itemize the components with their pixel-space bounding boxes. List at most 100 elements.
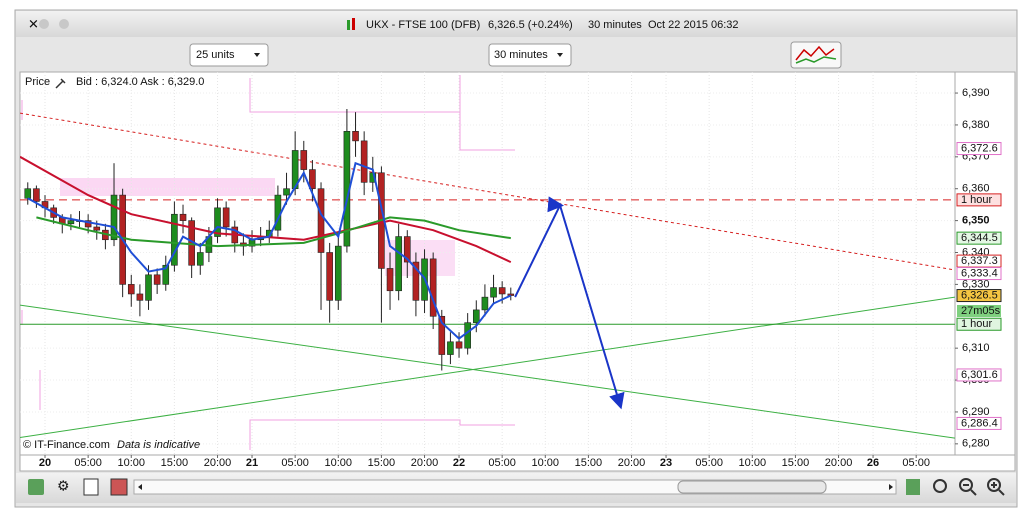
- candle-body: [24, 188, 32, 199]
- x-tick-label: 26: [867, 457, 879, 469]
- x-tick-label: 10:00: [739, 457, 767, 469]
- zoom-fit[interactable]: [933, 479, 947, 493]
- dropdown-text[interactable]: 25 units: [196, 49, 235, 61]
- x-tick-label: 15:00: [368, 457, 396, 469]
- x-tick-label: 15:00: [575, 457, 603, 469]
- minimize-button[interactable]: [39, 19, 49, 29]
- title-icon: [347, 18, 355, 30]
- x-tick-label: 23: [660, 457, 672, 469]
- price-label-box: [956, 267, 1002, 281]
- price-label: 6,372.6: [961, 142, 998, 154]
- x-tick-label: 05:00: [695, 457, 723, 469]
- trend-line: [20, 112, 955, 271]
- candle-body: [326, 252, 333, 301]
- tool-icon[interactable]: [83, 478, 99, 496]
- y-tick-label: 6,350: [962, 215, 990, 227]
- price-label-box: [956, 368, 1002, 382]
- candle-body: [84, 220, 92, 228]
- price-label: 6,337.3: [961, 255, 998, 267]
- price-label: 6,286.4: [961, 417, 998, 429]
- x-tick-label: 20:00: [618, 457, 646, 469]
- y-tick-label: 6,360: [962, 183, 990, 195]
- x-tick-label: 05:00: [74, 457, 102, 469]
- dropdown-box[interactable]: [488, 43, 572, 67]
- candle-body: [127, 284, 135, 295]
- moving-average: [36, 216, 511, 248]
- price-label-box: [956, 289, 1002, 303]
- candle-body: [136, 293, 144, 301]
- candle-body: [214, 207, 221, 237]
- tool-icon[interactable]: [28, 479, 44, 495]
- price-label: 6,344.5: [961, 232, 998, 244]
- candle-body: [162, 264, 170, 285]
- candle-body: [283, 188, 290, 196]
- level-label: 1 hour: [961, 194, 993, 206]
- price-label-box: [956, 142, 1002, 156]
- price-label: Price: [25, 76, 50, 88]
- x-tick-label: 10:00: [118, 457, 146, 469]
- trend-line: [20, 296, 955, 438]
- timeframe-dropdown[interactable]: 30 minutes: [488, 43, 572, 67]
- y-tick-label: 6,380: [962, 119, 990, 131]
- y-tick-label: 6,390: [962, 87, 990, 99]
- x-tick-label: 22: [453, 457, 465, 469]
- candle-body: [352, 131, 359, 142]
- level-label-box: [956, 193, 1002, 207]
- candle-body: [145, 274, 152, 301]
- candle-body: [386, 268, 394, 292]
- scroll-thumb[interactable]: [677, 480, 827, 494]
- disclaimer: Data is indicative: [117, 439, 200, 451]
- price-label: 6,326.5: [961, 289, 998, 301]
- y-tick-label: 6,280: [962, 438, 990, 450]
- button-icon: [795, 56, 837, 64]
- tool-icon[interactable]: [906, 479, 920, 495]
- y-tick-label: 6,330: [962, 278, 990, 290]
- candle-body: [464, 322, 471, 349]
- zoom-out[interactable]: [959, 478, 973, 492]
- candle-body: [403, 236, 411, 263]
- candle-body: [153, 274, 161, 285]
- bottom-tools[interactable]: ⚙: [28, 478, 1005, 496]
- moving-average: [20, 155, 512, 264]
- candle-body: [222, 207, 230, 228]
- candle-body: [360, 140, 368, 183]
- x-tick-label: 05:00: [902, 457, 930, 469]
- indicator-button[interactable]: [790, 41, 842, 69]
- zoom-in[interactable]: [987, 478, 1001, 492]
- candle-body: [93, 226, 101, 231]
- zoom-out-icon: [963, 484, 977, 496]
- dropdown-box[interactable]: [189, 43, 269, 67]
- x-tick-label: 10:00: [532, 457, 560, 469]
- button-icon: [795, 45, 835, 61]
- candle-body: [179, 213, 187, 221]
- window-buttons[interactable]: ✕: [28, 16, 69, 31]
- close-button[interactable]: ✕: [28, 16, 39, 31]
- x-tick-label: 20:00: [204, 457, 232, 469]
- zoom-button[interactable]: [59, 19, 69, 29]
- x-tick-label: 05:00: [488, 457, 516, 469]
- candle-body: [171, 213, 178, 266]
- candle-body: [412, 261, 420, 301]
- plot-content: [20, 72, 955, 455]
- dropdown-arrow: [254, 53, 260, 57]
- candle-body: [490, 287, 497, 298]
- button-box[interactable]: [790, 41, 842, 69]
- envelope-line: [21, 75, 515, 450]
- y-tick-label: 6,310: [962, 342, 990, 354]
- level-label-box: [956, 317, 1002, 331]
- wrench-icon[interactable]: [55, 78, 66, 89]
- x-tick-label: 15:00: [782, 457, 810, 469]
- title-bar: [16, 11, 1016, 37]
- dropdown-text[interactable]: 30 minutes: [494, 49, 548, 61]
- candle-body: [438, 315, 446, 355]
- level-label: 1 hour: [961, 318, 993, 330]
- band-shade: [60, 178, 275, 196]
- countdown-box: [957, 305, 1001, 317]
- instrument-title: UKX - FTSE 100 (DFB): [366, 19, 480, 31]
- tool-icon[interactable]: [110, 478, 128, 496]
- units-dropdown[interactable]: 25 units: [189, 43, 269, 67]
- x-tick-label: 21: [246, 457, 258, 469]
- tool-icon[interactable]: ⚙: [57, 478, 70, 494]
